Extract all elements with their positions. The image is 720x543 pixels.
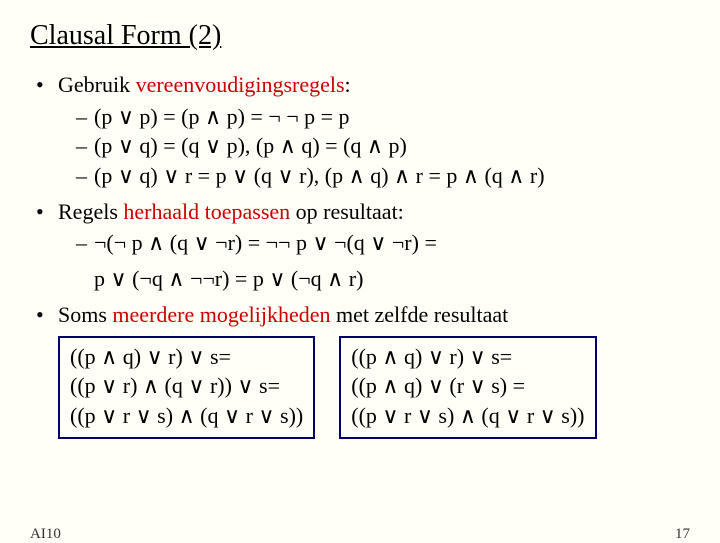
bullet-2-post: op resultaat:: [290, 199, 404, 224]
bullet-2: Regels herhaald toepassen op resultaat: …: [30, 197, 690, 294]
example-boxes: ((p ∧ q) ∨ r) ∨ s= ((p ∨ r) ∧ (q ∨ r)) ∨…: [30, 336, 690, 439]
slide: Clausal Form (2) Gebruik vereenvoudiging…: [0, 0, 720, 439]
footer-right: 17: [675, 526, 690, 543]
bullet-3: Soms meerdere mogelijkheden met zelfde r…: [30, 300, 690, 330]
bullet-2-sublist: ¬(¬ p ∧ (q ∨ ¬r) = ¬¬ p ∨ ¬(q ∨ ¬r) =: [58, 228, 690, 258]
bullet-1-sub-1: (p ∨ p) = (p ∧ p) = ¬ ¬ p = p: [76, 102, 690, 132]
bullet-2-sub-1: ¬(¬ p ∧ (q ∨ ¬r) = ¬¬ p ∨ ¬(q ∨ ¬r) =: [76, 228, 690, 258]
example-box-left: ((p ∧ q) ∨ r) ∨ s= ((p ∨ r) ∧ (q ∨ r)) ∨…: [58, 336, 315, 439]
bullet-1-red: vereenvoudigingsregels: [136, 72, 345, 97]
footer-left: AI10: [30, 526, 61, 543]
bullet-3-post: met zelfde resultaat: [331, 302, 509, 327]
bullet-3-pre: Soms: [58, 302, 112, 327]
bullet-list: Gebruik vereenvoudigingsregels: (p ∨ p) …: [30, 70, 690, 330]
slide-title: Clausal Form (2): [30, 20, 690, 52]
bullet-2-pre: Regels: [58, 199, 123, 224]
bullet-2-red: herhaald toepassen: [123, 199, 290, 224]
bullet-1-post: :: [345, 72, 351, 97]
bullet-3-red: meerdere mogelijkheden: [112, 302, 330, 327]
example-box-right: ((p ∧ q) ∨ r) ∨ s= ((p ∧ q) ∨ (r ∨ s) = …: [339, 336, 596, 439]
bullet-2-sub-1b: p ∨ (¬q ∧ ¬¬r) = p ∨ (¬q ∧ r): [58, 264, 690, 294]
bullet-1-sub-3: (p ∨ q) ∨ r = p ∨ (q ∨ r), (p ∧ q) ∧ r =…: [76, 161, 690, 191]
bullet-1-sub-2: (p ∨ q) = (q ∨ p), (p ∧ q) = (q ∧ p): [76, 131, 690, 161]
bullet-1-sublist: (p ∨ p) = (p ∧ p) = ¬ ¬ p = p (p ∨ q) = …: [58, 102, 690, 191]
bullet-1: Gebruik vereenvoudigingsregels: (p ∨ p) …: [30, 70, 690, 191]
bullet-1-pre: Gebruik: [58, 72, 136, 97]
